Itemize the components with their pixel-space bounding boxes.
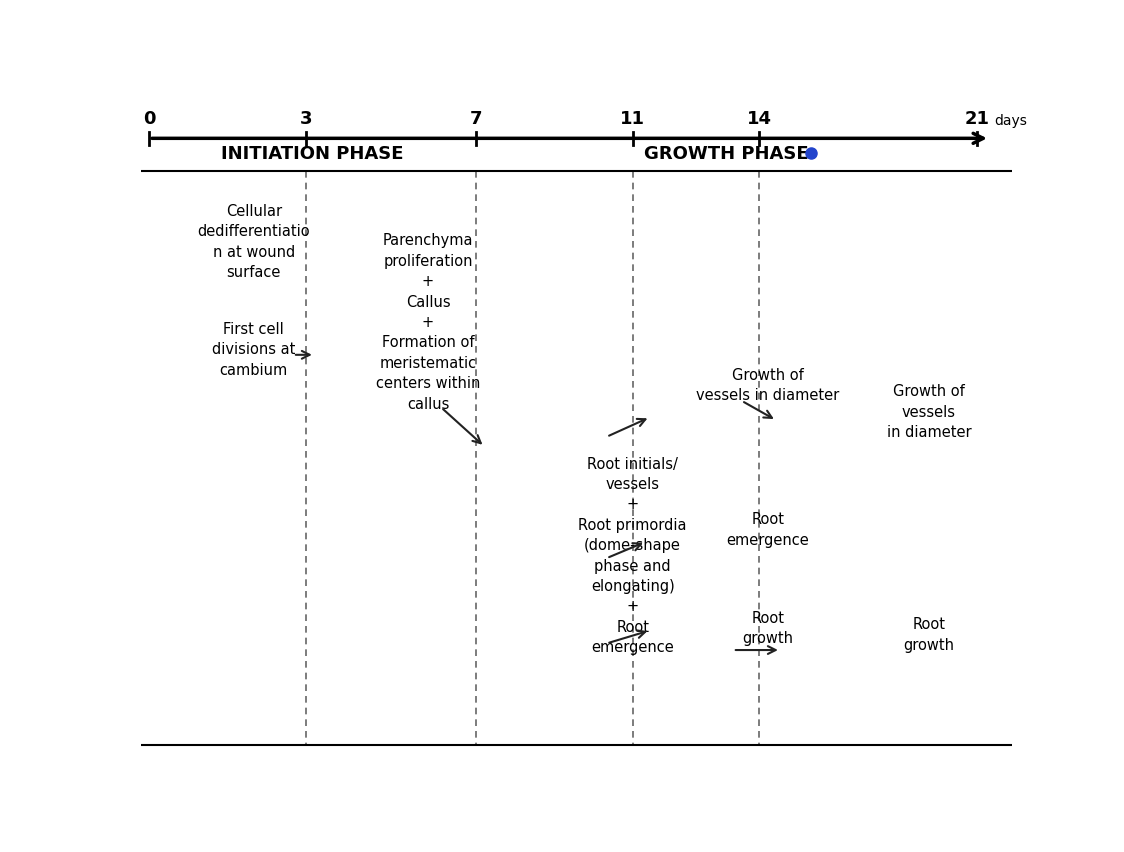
Text: 21: 21 [964, 111, 989, 129]
Text: days: days [994, 114, 1027, 129]
Text: Root
growth: Root growth [742, 611, 794, 646]
Text: GROWTH PHASE: GROWTH PHASE [644, 145, 808, 164]
Text: INITIATION PHASE: INITIATION PHASE [221, 145, 404, 164]
Text: Parenchyma
proliferation
+
Callus
+
Formation of
meristematic
centers within
cal: Parenchyma proliferation + Callus + Form… [375, 233, 480, 412]
Text: Growth of
vessels
in diameter: Growth of vessels in diameter [887, 384, 971, 440]
Text: 3: 3 [300, 111, 312, 129]
Text: Root initials/
vessels
+
Root primordia
(dome-shape
phase and
elongating)
+
Root: Root initials/ vessels + Root primordia … [579, 457, 687, 655]
Text: 11: 11 [620, 111, 645, 129]
Text: Growth of
vessels in diameter: Growth of vessels in diameter [696, 368, 840, 403]
Text: First cell
divisions at
cambium: First cell divisions at cambium [212, 322, 296, 377]
Text: 14: 14 [746, 111, 771, 129]
Text: Cellular
dedifferentiatio
n at wound
surface: Cellular dedifferentiatio n at wound sur… [198, 204, 310, 280]
Text: Root
growth: Root growth [904, 617, 954, 653]
Text: Root
emergence: Root emergence [726, 512, 809, 548]
Text: 7: 7 [470, 111, 482, 129]
Text: 0: 0 [143, 111, 155, 129]
